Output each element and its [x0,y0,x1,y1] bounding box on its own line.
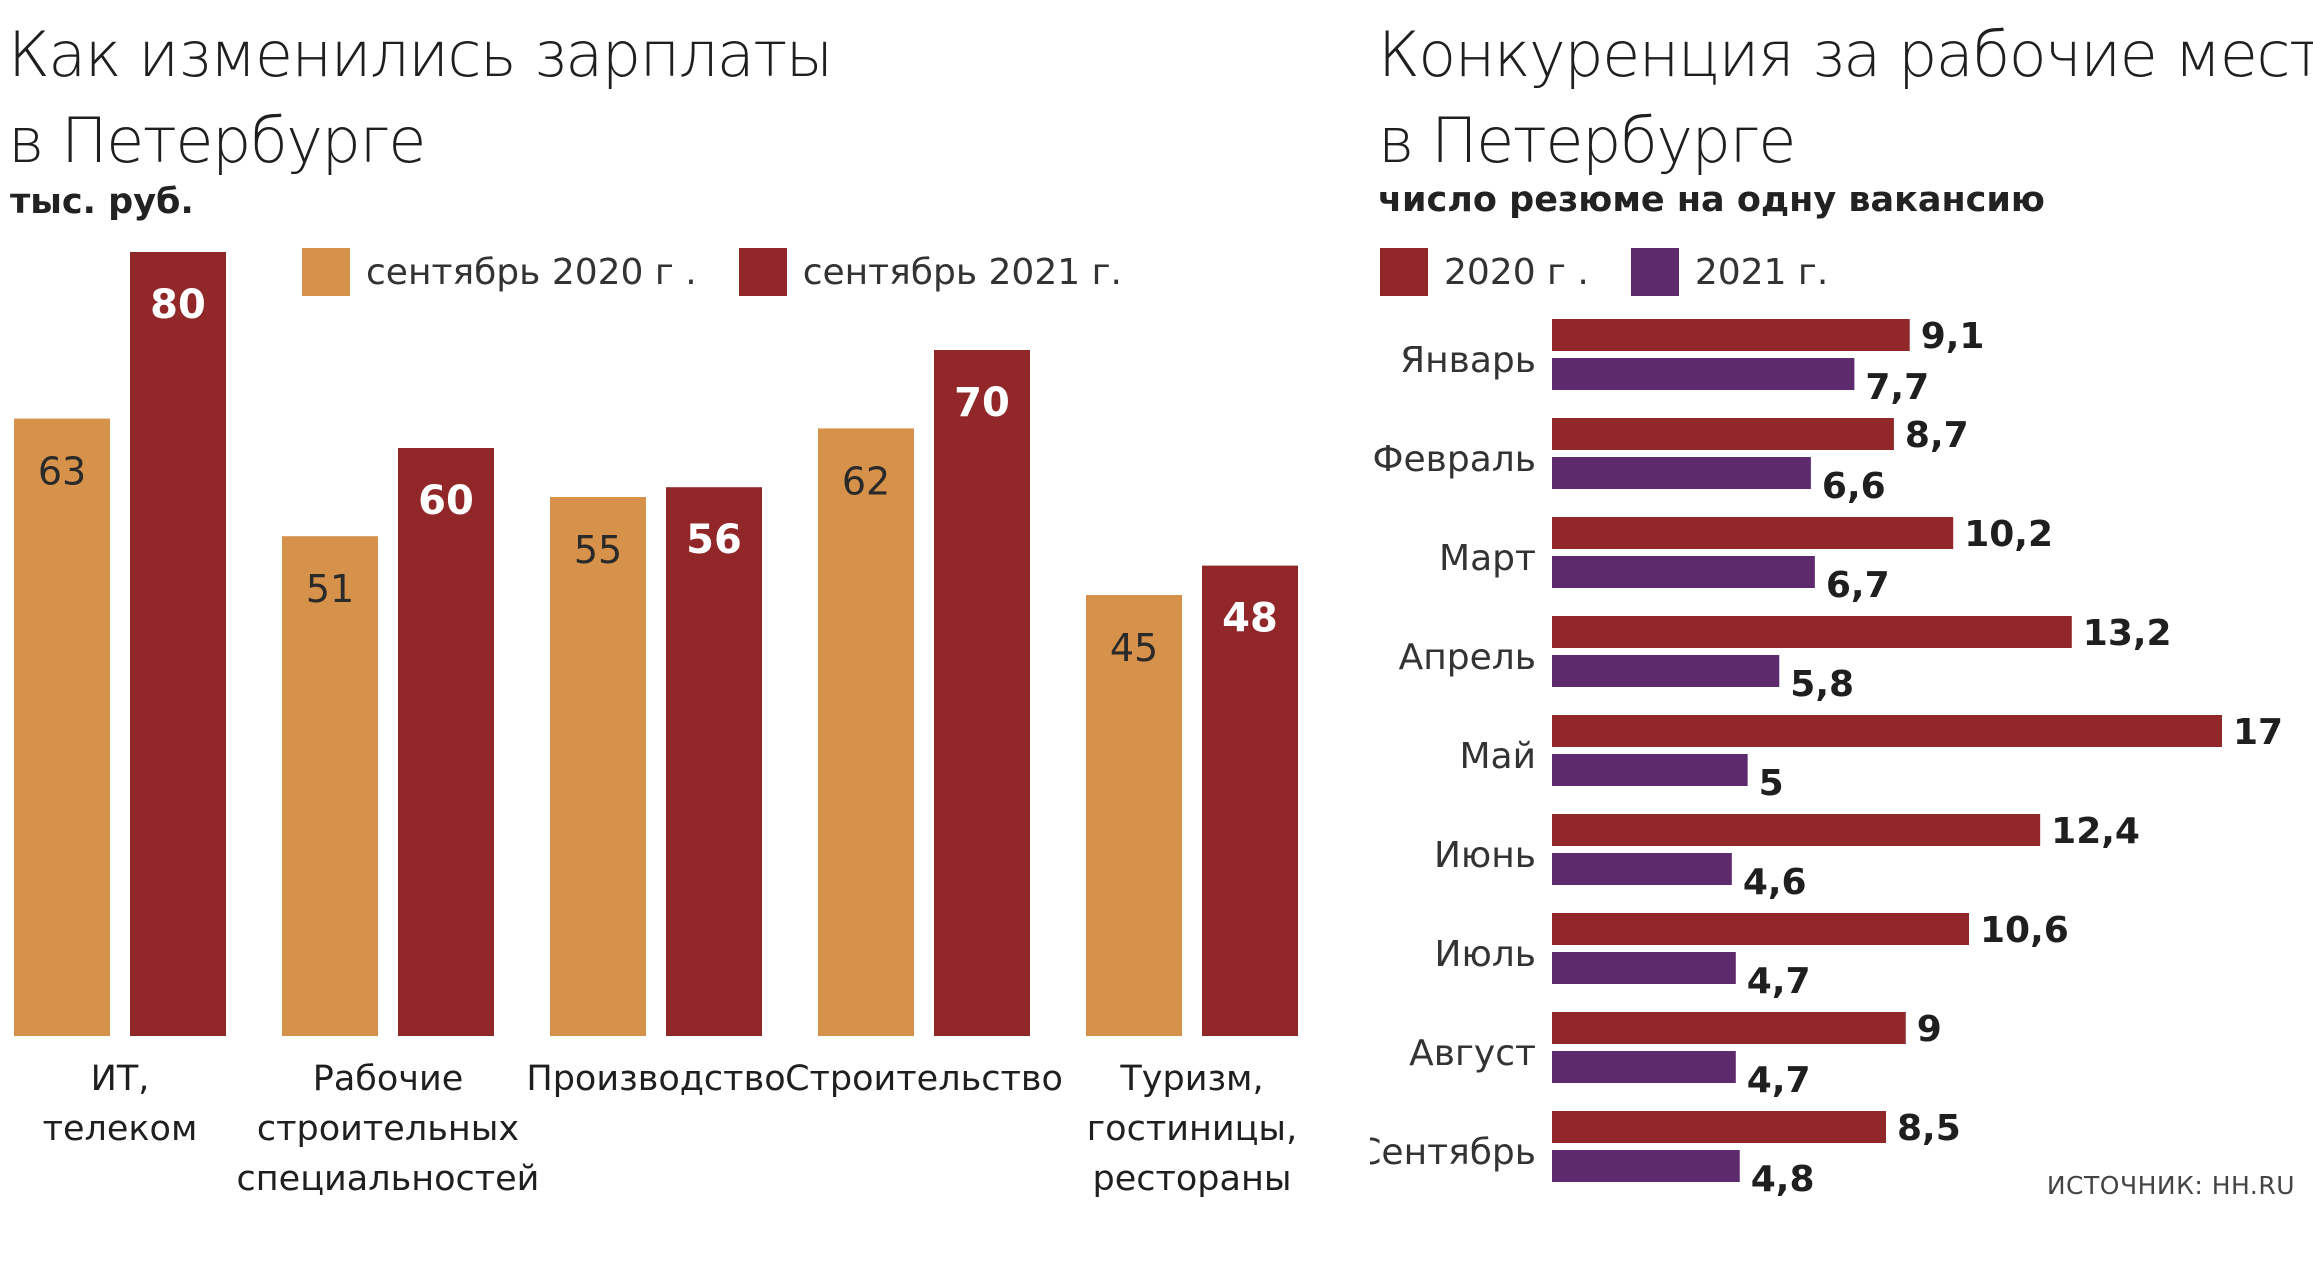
competition-bar [1550,713,2224,749]
competition-title-line2: в Петербурге [1378,104,1796,177]
salary-category-label: Производство [526,1059,785,1099]
competition-bar [1550,812,2043,848]
salary-units: тыс. руб. [10,182,194,222]
competition-bar-value-label: 4,7 [1747,961,1811,1002]
competition-title-line1: Конкуренция за рабочие места [1378,18,2313,91]
competition-bar-value-label: 12,4 [2051,811,2140,852]
salary-bar [550,497,646,1036]
competition-month-label: Январь [1400,340,1536,381]
competition-bar [1550,317,1912,353]
competition-bar [1550,455,1813,491]
salary-bar [130,252,226,1036]
legend-swatch-2021-comp [1630,248,1679,296]
competition-bar [1550,416,1896,452]
competition-bar [1550,554,1817,590]
competition-bar-value-label: 8,5 [1897,1108,1961,1149]
salary-bar-value-label: 70 [954,380,1010,426]
salary-bar [282,536,378,1036]
competition-bar-value-label: 5,8 [1790,664,1854,705]
competition-bar-value-label: 4,8 [1751,1159,1815,1200]
source-note: ИСТОЧНИК: HH.RU [2046,1171,2295,1200]
competition-month-label: Июль [1435,934,1536,975]
competition-bar-value-label: 7,7 [1865,367,1929,408]
salary-category-label: ИТ, [91,1059,150,1099]
competition-month-label: Март [1439,538,1536,579]
competition-legend: 2020 г . 2021 г. [1380,248,1870,296]
salary-bar [1202,565,1298,1036]
salary-bar-chart: 63 80 ИТ, телеком 51 60 Рабочие строительных спе… [14,252,1298,1199]
competition-bar-chart: Январь 9,1 7,7 Февраль 8,7 6,6 Март 10,2 6,7 Апре… [1370,316,2283,1200]
salary-bar-value-label: 55 [574,528,622,572]
competition-bar-value-label: 6,7 [1826,565,1890,606]
competition-bar [1550,1010,1908,1046]
salary-bar [666,487,762,1036]
legend-label-2020: сентябрь 2020 г . [366,251,697,293]
competition-bar-value-label: 6,6 [1822,466,1886,507]
competition-bar [1550,950,1738,986]
competition-chart-panel: Конкуренция за рабочие места в Петербург… [1370,0,2313,1280]
competition-month-label: Май [1459,736,1536,777]
competition-bar [1550,1109,1888,1145]
competition-bar [1550,1049,1738,1085]
competition-bar-value-label: 17 [2233,712,2283,753]
competition-month-label: Апрель [1399,637,1536,678]
salary-bar-value-label: 63 [38,450,86,494]
legend-swatch-2020-comp [1380,248,1428,296]
salary-bar [818,428,914,1036]
competition-month-label: Сентябрь [1370,1132,1536,1173]
salary-chart-panel: Как изменились зарплаты в Петербурге тыс… [8,12,1298,1199]
salary-category-label: Рабочие [313,1059,464,1099]
salary-bar-value-label: 80 [150,282,206,328]
salary-bar-value-label: 62 [842,459,890,503]
salary-category-label: строительных [257,1109,519,1149]
legend-label-2020-comp: 2020 г . [1444,251,1589,293]
salary-category-label: телеком [43,1109,198,1149]
competition-bar-value-label: 4,6 [1743,862,1807,903]
competition-month-label: Июнь [1434,835,1536,876]
competition-month-label: Февраль [1373,439,1537,480]
competition-chart-title: Конкуренция за рабочие места в Петербург… [1378,12,2313,184]
salary-category-label: гостиницы, [1087,1109,1297,1149]
competition-bar-value-label: 9,1 [1921,316,1985,357]
salary-chart-title: Как изменились зарплаты в Петербурге [8,12,833,184]
legend-swatch-2020 [302,248,350,296]
salary-bar [14,418,110,1037]
competition-bar [1550,851,1734,887]
salary-title-line1: Как изменились зарплаты [8,18,833,91]
competition-bar-value-label: 8,7 [1905,415,1969,456]
competition-bar [1550,356,1857,392]
salary-bar-value-label: 60 [418,478,474,524]
competition-bar-value-label: 4,7 [1747,1060,1811,1101]
competition-bar [1550,653,1782,689]
salary-category-label: рестораны [1093,1159,1292,1199]
competition-month-label: Август [1409,1033,1536,1074]
salary-bar-value-label: 48 [1222,596,1278,642]
salary-title-line2: в Петербурге [8,104,426,177]
competition-bar [1550,1148,1742,1184]
salary-category-label: Строительство [785,1059,1063,1099]
legend-label-2021-comp: 2021 г. [1694,251,1829,293]
salary-bar-value-label: 51 [306,567,354,611]
salary-bar [1086,595,1182,1036]
salary-bar [934,350,1030,1036]
competition-bar [1550,911,1972,947]
competition-bar [1550,515,1956,551]
competition-units: число резюме на одну вакансию [1378,180,2045,220]
competition-bar-value-label: 9 [1917,1009,1942,1050]
salary-legend: сентябрь 2020 г . сентябрь 2021 г. [302,248,1164,296]
competition-bar-value-label: 10,2 [1964,514,2053,555]
salary-bar-value-label: 45 [1110,626,1158,670]
legend-label-2021: сентябрь 2021 г. [802,251,1122,293]
salary-bar-value-label: 56 [686,517,742,563]
salary-category-label: специальностей [237,1159,540,1199]
competition-bar [1550,752,1750,788]
legend-swatch-2021 [738,248,787,296]
competition-bar [1550,614,2074,650]
competition-bar-value-label: 10,6 [1980,910,2069,951]
salary-bar [398,448,494,1036]
competition-bar-value-label: 13,2 [2083,613,2172,654]
competition-bar-value-label: 5 [1759,763,1784,804]
salary-category-label: Туризм, [1119,1059,1263,1099]
